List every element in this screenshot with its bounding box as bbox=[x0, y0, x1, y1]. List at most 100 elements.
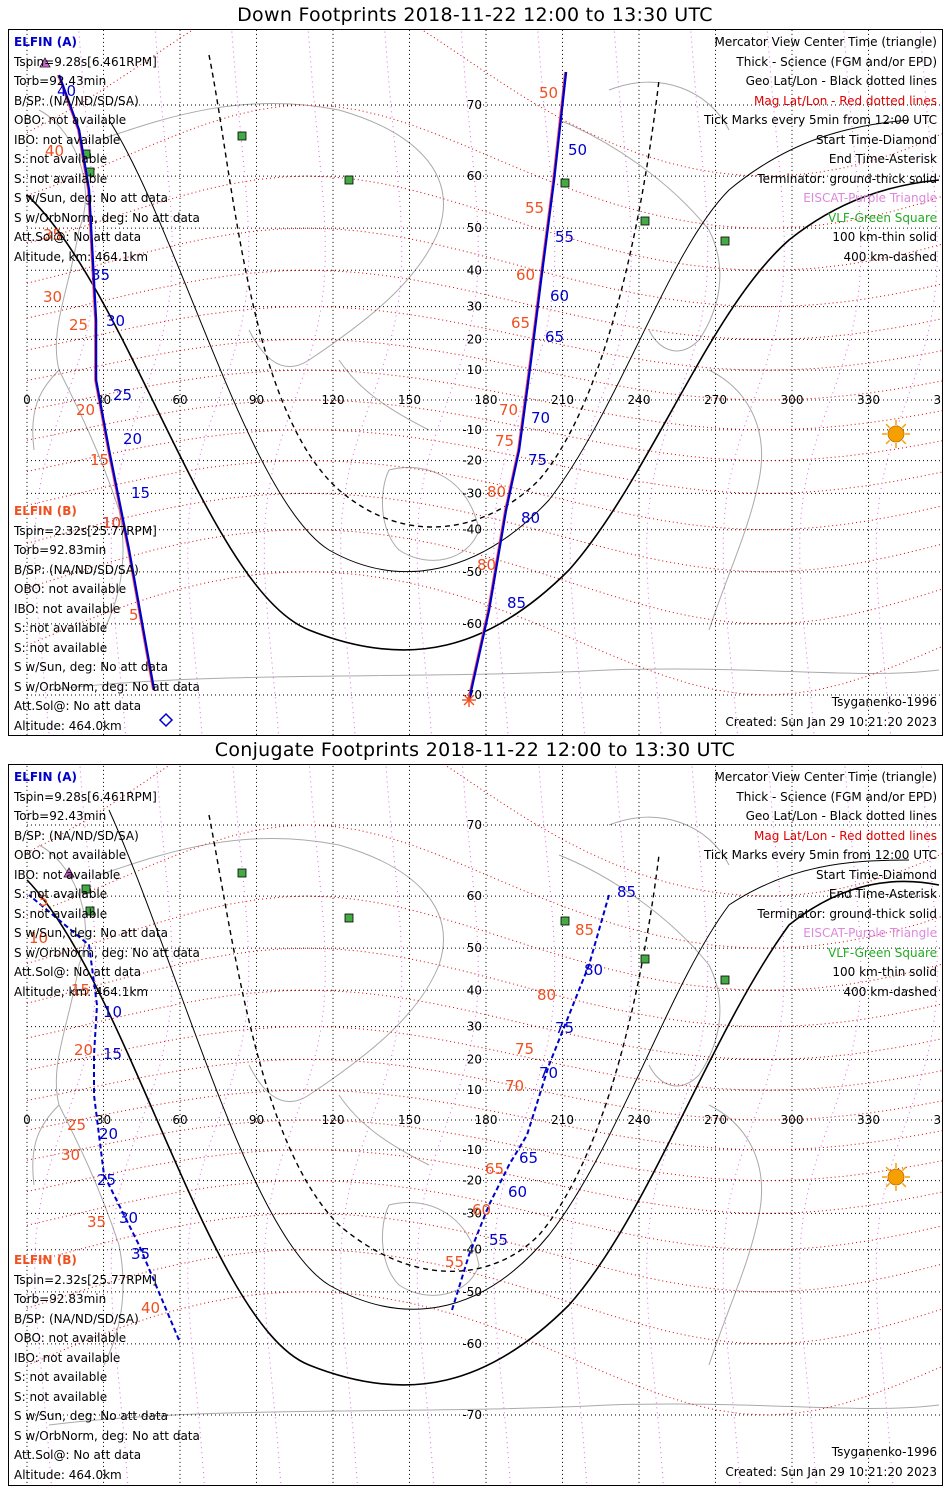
mag-parallel bbox=[26, 104, 942, 229]
coastline bbox=[708, 369, 763, 631]
legend-item: EISCAT-Purple Triangle bbox=[803, 191, 937, 205]
probe-a-line: B/SP: (NA/ND/SD/SA) bbox=[14, 93, 139, 108]
probe-b-time-label: 40 bbox=[57, 82, 76, 100]
lon-tick-label: 330 bbox=[857, 393, 880, 407]
probe-b-line: IBO: not available bbox=[14, 1350, 121, 1365]
legend-item: Mercator View Center Time (triangle) bbox=[714, 35, 937, 49]
probe-a-line: Altitude, km: 464.1km bbox=[14, 984, 149, 999]
legend-item: 400 km-dashed bbox=[843, 249, 937, 264]
legend-item: Geo Lat/Lon - Black dotted lines bbox=[745, 809, 937, 823]
probe-a-line: Att.Sol@: No att data bbox=[14, 230, 142, 244]
lat-tick-label: -50 bbox=[462, 565, 482, 579]
panel-title-down: Down Footprints 2018-11-22 12:00 to 13:3… bbox=[237, 4, 713, 26]
mag-parallel bbox=[26, 1026, 942, 1091]
lat-tick-label: -60 bbox=[462, 617, 482, 631]
probe-b-line: Att.Sol@: No att data bbox=[14, 699, 142, 713]
probe-a-time-label: 75 bbox=[555, 1019, 574, 1037]
lon-tick-label: 0 bbox=[23, 1113, 31, 1127]
probe-b-mag-label: 10 bbox=[102, 514, 121, 532]
probe-a-mag-label: 85 bbox=[575, 921, 594, 939]
probe-a-name: ELFIN (A) bbox=[14, 770, 77, 784]
probe-a-line: IBO: not available bbox=[14, 867, 121, 882]
mag-parallel bbox=[26, 529, 942, 625]
vlf-station-square-icon bbox=[85, 906, 95, 916]
probe-a-line: S: not available bbox=[14, 887, 108, 901]
lat-tick-label: 30 bbox=[467, 1020, 482, 1034]
legend-item: EISCAT-Purple Triangle bbox=[803, 926, 937, 940]
probe-b-line: B/SP: (NA/ND/SD/SA) bbox=[14, 562, 139, 577]
probe-b-mag-label: 25 bbox=[69, 316, 88, 334]
panel-title-conjugate: Conjugate Footprints 2018-11-22 12:00 to… bbox=[214, 739, 736, 761]
probe-b-line: S: not available bbox=[14, 1389, 108, 1404]
probe-b-name: ELFIN (B) bbox=[14, 504, 77, 518]
probe-a-time-label: 55 bbox=[489, 1231, 508, 1249]
probe-a-line: S w/OrbNorm, deg: No att data bbox=[14, 210, 200, 225]
probe-a-time-label: 50 bbox=[568, 141, 587, 159]
probe-b-line: S w/OrbNorm, deg: No att data bbox=[14, 1428, 200, 1443]
probe-b-time-label: 10 bbox=[103, 1003, 122, 1021]
probe-b-time-label: 15 bbox=[131, 484, 150, 502]
legend-item: Mag Lat/Lon - Red dotted lines bbox=[753, 93, 937, 108]
probe-b-line: S w/Sun, deg: No att data bbox=[14, 660, 168, 674]
lat-tick-label: 40 bbox=[467, 983, 482, 997]
probe-a-mag-label: 75 bbox=[515, 1040, 534, 1058]
coastline bbox=[98, 102, 444, 367]
probe-a-time-label: 80 bbox=[521, 509, 540, 527]
mag-parallel bbox=[26, 571, 942, 696]
map-legend: Mercator View Center Time (triangle) Thi… bbox=[704, 768, 937, 1002]
lat-tick-label: -20 bbox=[462, 454, 482, 468]
probe-b-line: OBO: not available bbox=[14, 1331, 127, 1345]
coastline bbox=[338, 359, 430, 431]
mag-meridian bbox=[340, 30, 403, 735]
legend-item: Mag Lat/Lon - Red dotted lines bbox=[753, 828, 937, 843]
probe-a-mag-label: 70 bbox=[499, 401, 518, 419]
legend-item: Geo Lat/Lon - Black dotted lines bbox=[745, 74, 937, 88]
probe-b-mag-label: 10 bbox=[29, 929, 48, 947]
lon-tick-label: 90 bbox=[249, 393, 264, 407]
probe-a-mag-label: 80 bbox=[537, 986, 556, 1004]
mag-parallel bbox=[26, 1291, 942, 1416]
probe-a-mag-label: 75 bbox=[495, 432, 514, 450]
probe-a-info: ELFIN (A) Tspin=9.28s[6.461RPM] Torb=92.… bbox=[14, 33, 200, 267]
probe-b-mag-label: 5 bbox=[129, 606, 139, 624]
legend-item: 100 km-thin solid bbox=[832, 230, 937, 244]
lon-tick-label: 150 bbox=[398, 393, 421, 407]
coastline bbox=[338, 1094, 430, 1166]
legend-item: Start Time-Diamond bbox=[815, 132, 937, 147]
probe-a-time-label: 75 bbox=[528, 451, 547, 469]
sun-ray bbox=[885, 439, 891, 445]
probe-a-time-label: 85 bbox=[507, 594, 526, 612]
probe-a-mag-label: 55 bbox=[445, 1253, 464, 1271]
vlf-station-square-icon bbox=[720, 975, 730, 985]
probe-a-time-label: 85 bbox=[617, 883, 636, 901]
lat-tick-label: 10 bbox=[467, 363, 482, 377]
probe-b-time-label: 30 bbox=[119, 1209, 138, 1227]
probe-b-line: S: not available bbox=[14, 621, 108, 635]
probe-a-mag-label: 65 bbox=[485, 1160, 504, 1178]
model-label: Tsyganenko-1996 bbox=[831, 695, 937, 709]
probe-b-line: OBO: not available bbox=[14, 582, 127, 596]
probe-b-mag-label: 20 bbox=[74, 1041, 93, 1059]
probe-b-mag-label: 15 bbox=[90, 451, 109, 469]
probe-a-track-mag bbox=[467, 71, 565, 701]
mag-parallel bbox=[26, 399, 942, 462]
probe-b-line: Tspin=2.32s[25.77RPM] bbox=[14, 523, 157, 538]
map-legend: Mercator View Center Time (triangle) Thi… bbox=[704, 33, 937, 267]
created-label: Created: Sun Jan 29 10:21:20 2023 bbox=[725, 1465, 937, 1479]
mag-meridian bbox=[493, 30, 556, 735]
probe-b-track-mag bbox=[57, 74, 153, 691]
probe-a-time-label: 70 bbox=[539, 1064, 558, 1082]
legend-item: VLF-Green Square bbox=[828, 210, 937, 225]
probe-a-time-label: 60 bbox=[508, 1183, 527, 1201]
terminator-400km bbox=[208, 54, 660, 528]
probe-a-time-label: 55 bbox=[555, 228, 574, 246]
probe-b-track bbox=[28, 894, 180, 1341]
lat-tick-label: 60 bbox=[467, 889, 482, 903]
mag-parallel bbox=[26, 1149, 942, 1214]
center-triangle-icon bbox=[63, 867, 75, 878]
probe-b-mag-label: 25 bbox=[67, 1116, 86, 1134]
probe-a-time-label: 80 bbox=[584, 961, 603, 979]
lat-tick-label: -30 bbox=[462, 486, 482, 500]
probe-a-line: Tspin=9.28s[6.461RPM] bbox=[14, 54, 157, 69]
lon-tick-label: 270 bbox=[704, 393, 727, 407]
